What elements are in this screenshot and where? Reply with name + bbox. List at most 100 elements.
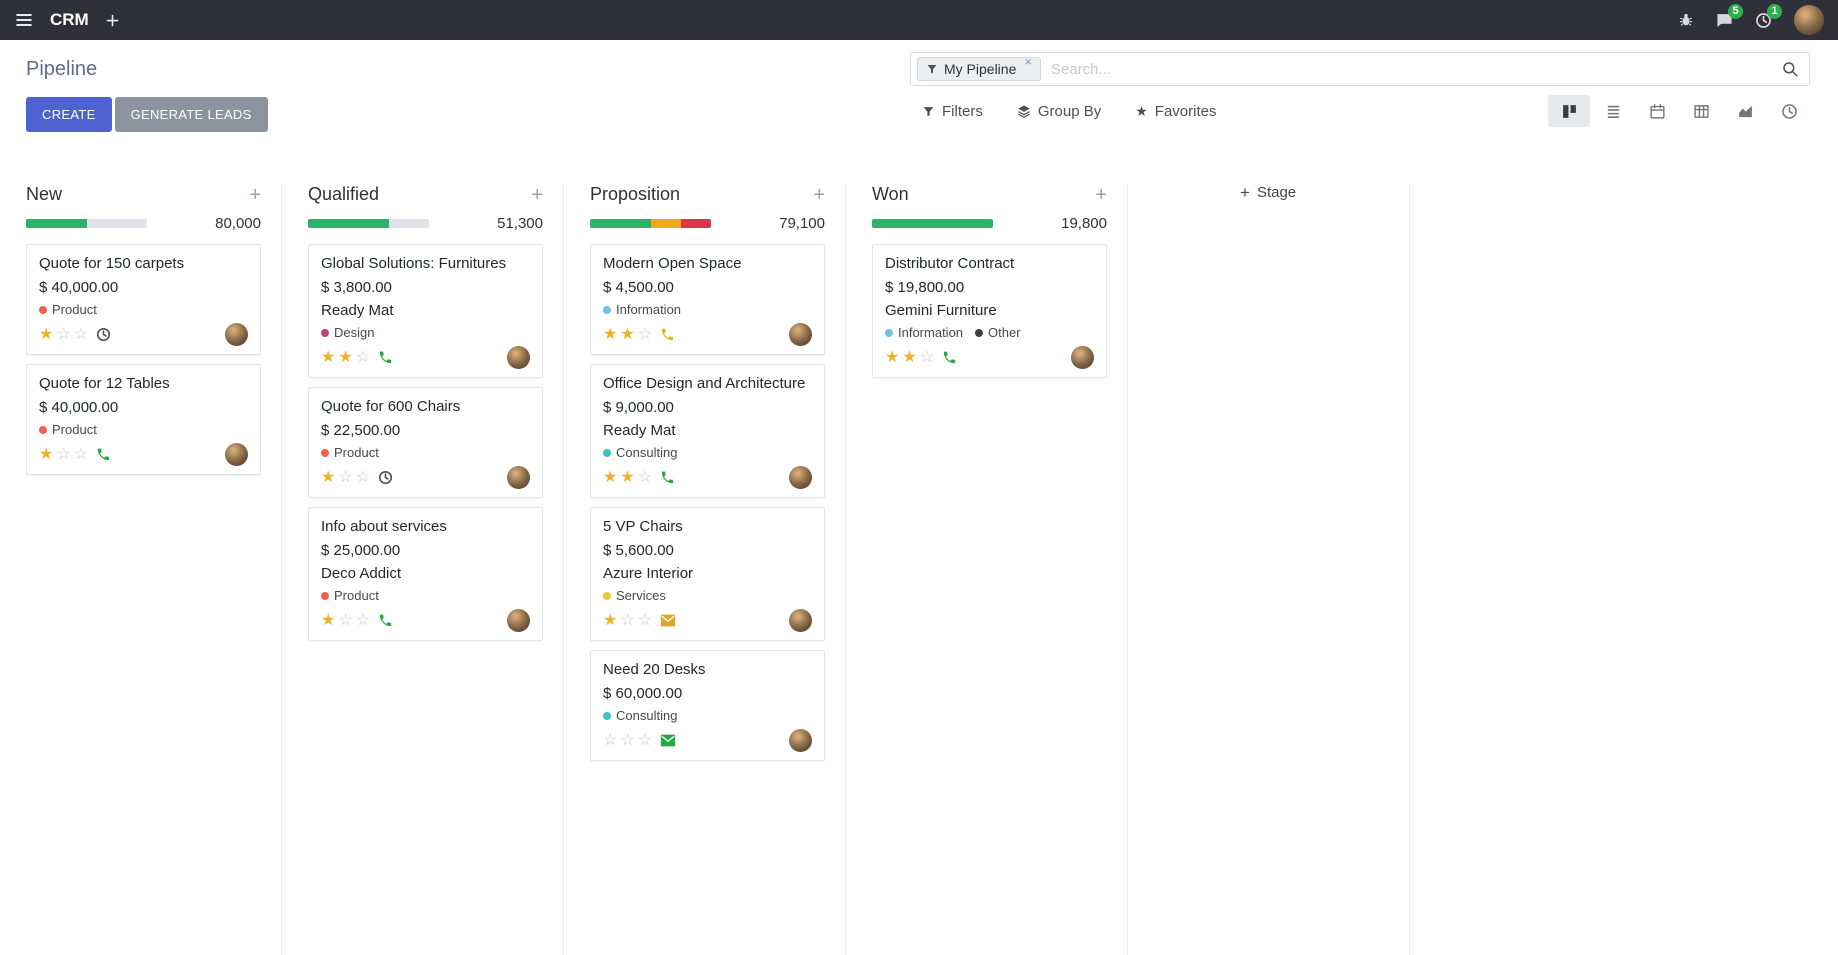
facet-close-icon[interactable]: × (1024, 53, 1032, 69)
phone-icon[interactable] (942, 350, 957, 365)
graph-view-button[interactable] (1724, 95, 1766, 127)
add-record-button[interactable]: + (531, 183, 543, 206)
kanban-view-button[interactable] (1548, 95, 1590, 127)
messages-button[interactable]: 5 (1716, 3, 1743, 29)
star-empty-icon[interactable]: ☆ (56, 325, 71, 343)
star-empty-icon[interactable]: ☆ (603, 731, 618, 749)
star-empty-icon[interactable]: ☆ (919, 348, 935, 366)
progress-segment[interactable] (308, 219, 390, 228)
priority-stars[interactable]: ★ ★ ☆ (321, 348, 371, 366)
column-progressbar[interactable] (308, 219, 429, 228)
star-empty-icon[interactable]: ☆ (355, 611, 371, 629)
star-filled-icon[interactable]: ★ (620, 468, 635, 486)
kanban-card[interactable]: Need 20 Desks $ 60,000.00 Consulting ☆ ☆ ☆ (590, 650, 825, 761)
priority-stars[interactable]: ☆ ☆ ☆ (603, 731, 653, 749)
debug-button[interactable] (1678, 12, 1694, 28)
star-empty-icon[interactable]: ☆ (355, 348, 371, 366)
star-filled-icon[interactable]: ★ (885, 348, 900, 366)
user-avatar[interactable] (1794, 5, 1824, 35)
phone-icon[interactable] (660, 327, 675, 342)
star-empty-icon[interactable]: ☆ (73, 325, 89, 343)
generate-leads-button[interactable]: GENERATE LEADS (114, 97, 268, 132)
column-progressbar[interactable] (590, 219, 711, 228)
phone-icon[interactable] (96, 447, 111, 462)
calendar-view-button[interactable] (1636, 95, 1678, 127)
star-empty-icon[interactable]: ☆ (56, 445, 71, 463)
priority-stars[interactable]: ★ ★ ☆ (603, 468, 653, 486)
star-filled-icon[interactable]: ★ (620, 325, 635, 343)
star-empty-icon[interactable]: ☆ (355, 468, 371, 486)
pivot-view-button[interactable] (1680, 95, 1722, 127)
avatar[interactable] (225, 323, 248, 346)
star-filled-icon[interactable]: ★ (603, 468, 618, 486)
priority-stars[interactable]: ★ ★ ☆ (603, 325, 652, 343)
priority-stars[interactable]: ★ ★ ☆ (885, 348, 935, 366)
star-empty-icon[interactable]: ☆ (620, 731, 635, 749)
clock-icon[interactable] (96, 327, 111, 342)
kanban-card[interactable]: Info about services $ 25,000.00 Deco Add… (308, 507, 543, 641)
kanban-card[interactable]: Quote for 600 Chairs $ 22,500.00 Product… (308, 387, 543, 498)
priority-stars[interactable]: ★ ☆ ☆ (321, 468, 371, 486)
star-empty-icon[interactable]: ☆ (73, 445, 89, 463)
search-button[interactable] (1781, 60, 1799, 78)
star-filled-icon[interactable]: ★ (338, 348, 353, 366)
progress-segment[interactable] (26, 219, 87, 228)
star-empty-icon[interactable]: ☆ (338, 468, 353, 486)
avatar[interactable] (789, 466, 812, 489)
search-box[interactable]: My Pipeline × (910, 52, 1810, 86)
avatar[interactable] (507, 346, 530, 369)
mail-icon[interactable] (660, 614, 676, 627)
progress-segment[interactable] (86, 219, 147, 228)
add-stage-button[interactable]: + Stage (1240, 184, 1296, 201)
activity-view-button[interactable] (1768, 95, 1810, 127)
kanban-card[interactable]: Quote for 12 Tables $ 40,000.00 Product … (26, 364, 261, 475)
filters-button[interactable]: Filters (922, 103, 983, 120)
kanban-card[interactable]: Modern Open Space $ 4,500.00 Information… (590, 244, 825, 355)
avatar[interactable] (507, 609, 530, 632)
kanban-card[interactable]: Quote for 150 carpets $ 40,000.00 Produc… (26, 244, 261, 355)
progress-segment[interactable] (680, 219, 711, 228)
avatar[interactable] (225, 443, 248, 466)
kanban-card[interactable]: Global Solutions: Furnitures $ 3,800.00 … (308, 244, 543, 378)
star-empty-icon[interactable]: ☆ (338, 611, 353, 629)
clock-icon[interactable] (378, 470, 393, 485)
avatar[interactable] (507, 466, 530, 489)
progress-segment[interactable] (872, 219, 993, 228)
avatar[interactable] (789, 323, 812, 346)
list-view-button[interactable] (1592, 95, 1634, 127)
star-empty-icon[interactable]: ☆ (637, 731, 653, 749)
search-input[interactable] (1040, 60, 1781, 78)
star-filled-icon[interactable]: ★ (603, 611, 618, 629)
avatar[interactable] (789, 609, 812, 632)
progress-segment[interactable] (590, 219, 651, 228)
star-empty-icon[interactable]: ☆ (637, 468, 653, 486)
activities-button[interactable]: 1 (1755, 3, 1782, 29)
progress-segment[interactable] (389, 219, 429, 228)
mail-icon[interactable] (660, 734, 676, 747)
kanban-card[interactable]: Office Design and Architecture $ 9,000.0… (590, 364, 825, 498)
add-record-button[interactable]: + (249, 183, 261, 206)
star-filled-icon[interactable]: ★ (39, 445, 54, 463)
column-progressbar[interactable] (872, 219, 993, 228)
star-empty-icon[interactable]: ☆ (620, 611, 635, 629)
kanban-card[interactable]: 5 VP Chairs $ 5,600.00 Azure Interior Se… (590, 507, 825, 641)
priority-stars[interactable]: ★ ☆ ☆ (321, 611, 371, 629)
avatar[interactable] (1071, 346, 1094, 369)
star-empty-icon[interactable]: ☆ (637, 611, 653, 629)
priority-stars[interactable]: ★ ☆ ☆ (39, 325, 89, 343)
favorites-button[interactable]: ★ Favorites (1135, 103, 1216, 120)
priority-stars[interactable]: ★ ☆ ☆ (39, 445, 89, 463)
add-record-button[interactable]: + (1095, 183, 1107, 206)
group-by-button[interactable]: Group By (1017, 103, 1101, 120)
star-filled-icon[interactable]: ★ (321, 611, 336, 629)
apps-menu-button[interactable] (14, 10, 34, 30)
phone-icon[interactable] (378, 613, 393, 628)
kanban-card[interactable]: Distributor Contract $ 19,800.00 Gemini … (872, 244, 1107, 378)
search-facet[interactable]: My Pipeline × (917, 53, 1041, 81)
star-filled-icon[interactable]: ★ (902, 348, 917, 366)
star-filled-icon[interactable]: ★ (321, 468, 336, 486)
star-filled-icon[interactable]: ★ (603, 325, 618, 343)
create-button[interactable]: CREATE (26, 97, 112, 132)
add-menu-button[interactable] (105, 13, 120, 28)
progress-segment[interactable] (650, 219, 681, 228)
